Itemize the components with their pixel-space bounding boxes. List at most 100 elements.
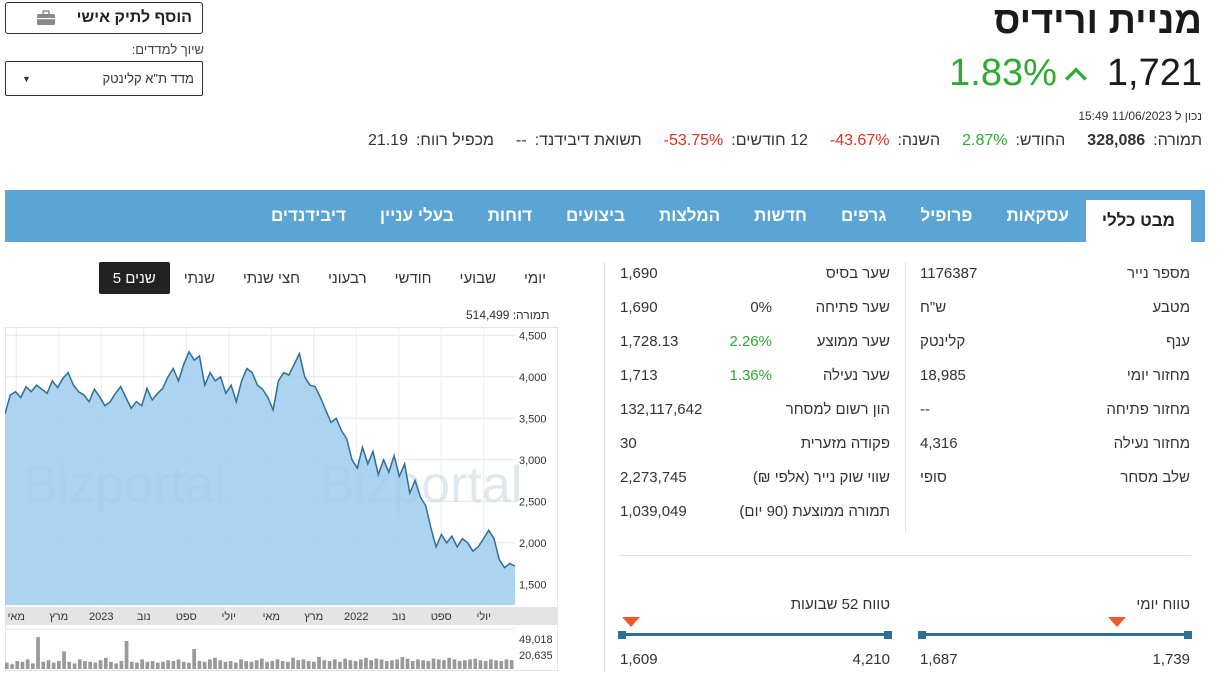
x-tick-label: יולי <box>222 610 236 623</box>
volume-bar <box>275 659 280 669</box>
volume-bar <box>208 659 212 669</box>
info-value: 1,728.13 <box>620 332 679 350</box>
period-5[interactable]: חצי שנתי <box>242 269 300 287</box>
volume-bar <box>239 659 243 669</box>
volume-bar <box>416 659 420 669</box>
period-4[interactable]: רבעוני <box>328 269 367 287</box>
period-3[interactable]: חודשי <box>394 269 432 287</box>
volume-bar <box>390 660 394 669</box>
range-divider <box>620 555 1191 556</box>
period-7[interactable]: 5 שנים <box>98 262 170 294</box>
range-high: 1,739 <box>1152 651 1190 668</box>
volume-bar <box>291 657 295 669</box>
info-value: 4,316 <box>920 434 958 452</box>
info-row: מחזור פתיחה -- <box>920 392 1190 426</box>
tab-2[interactable]: עסקאות <box>1006 206 1069 225</box>
volume-bar <box>306 661 311 669</box>
volume-bar <box>51 662 56 669</box>
volume-bar <box>494 660 498 669</box>
volume-bar <box>405 658 410 669</box>
volume-bar <box>192 649 196 669</box>
price-chart[interactable]: 4,500 4,000 3,500 3,000 2,500 2,000 1,500 Bizpo… <box>5 327 558 671</box>
volume-bar <box>166 660 170 669</box>
tab-4[interactable]: גרפים <box>840 206 887 225</box>
volume-bar <box>322 660 327 669</box>
info-label: הון רשום למסחר <box>785 400 890 418</box>
volume-bar <box>431 658 436 669</box>
range-high: 4,210 <box>852 651 890 668</box>
volume-bar <box>473 658 478 669</box>
info-value: 18,985 <box>920 366 966 384</box>
volume-bar <box>353 661 358 669</box>
stat-value: 21.19 <box>367 132 408 149</box>
info-row: מחזור נעילה 4,316 <box>920 426 1190 460</box>
tab-1[interactable]: מבט כללי <box>1085 200 1191 242</box>
volume-bar <box>228 661 233 669</box>
caret-down-icon: ▼ <box>22 73 31 84</box>
x-tick-label: 2023 <box>89 611 113 623</box>
volume-bar <box>374 658 379 669</box>
stock-title: מניית ורידיס <box>993 0 1202 42</box>
volume-bar <box>145 661 150 669</box>
x-tick-label: מרץ <box>304 611 323 623</box>
y-tick-label: 2,500 <box>519 496 547 508</box>
volume-bar <box>332 659 337 669</box>
volume-bar <box>338 661 342 669</box>
stats-row: תמורה: 328,086 החודש: 2.87% השנה: -43.67% 12 ח… <box>368 132 1202 150</box>
tab-7[interactable]: ביצועים <box>566 206 626 225</box>
info-label: פקודה מזערית <box>800 434 890 452</box>
tab-8[interactable]: דוחות <box>487 206 532 225</box>
volume-bar <box>364 657 368 669</box>
volume-bar <box>296 660 301 669</box>
y-tick-label: 3,500 <box>519 413 547 425</box>
add-to-portfolio-button[interactable]: הוסף לתיק אישי <box>5 2 203 34</box>
volume-bar <box>234 662 238 669</box>
volume-bar <box>15 661 20 669</box>
y-tick-label: 4,500 <box>519 330 547 342</box>
info-label: מחזור נעילה <box>1113 434 1190 452</box>
info-row: שווי שוק נייר (אלפי ₪) 2,273,745 <box>620 460 890 494</box>
info-value: 132,117,642 <box>620 400 703 418</box>
period-6[interactable]: שנתי <box>183 269 215 287</box>
info-row: ענף קלינטק <box>920 324 1190 358</box>
tab-9[interactable]: בעלי עניין <box>379 206 454 225</box>
tab-10[interactable]: דיבידנדים <box>271 206 346 225</box>
range-marker <box>1108 617 1127 627</box>
tab-5[interactable]: חדשות <box>754 206 807 225</box>
volume-bar <box>504 659 509 669</box>
info-row: מטבע ש"ח <box>920 290 1190 324</box>
volume-bar <box>72 663 77 669</box>
volume-bar <box>197 661 202 669</box>
stat-value: -53.75% <box>663 132 724 149</box>
volume-bar <box>176 659 181 669</box>
x-tick-label: ספט <box>176 611 197 623</box>
index-select[interactable]: ▼ מדד ת"א קלינטק <box>5 61 203 96</box>
column-divider <box>905 262 906 532</box>
period-2[interactable]: שבועי <box>459 269 496 287</box>
info-row: שער נעילה 1,713 1.36% <box>620 358 890 392</box>
info-label: ענף <box>1166 332 1190 350</box>
change-percent: 1.83% <box>949 52 1057 94</box>
stat-value: -43.67% <box>829 132 890 149</box>
volume-bar <box>114 663 118 669</box>
volume-bar <box>483 661 488 669</box>
volume-bar <box>181 661 186 669</box>
tab-6[interactable]: המלצות <box>659 206 721 225</box>
y-tick-label: 2,000 <box>519 538 547 550</box>
volume-bar <box>119 661 124 669</box>
period-1[interactable]: יומי <box>524 269 546 287</box>
volume-bar <box>369 660 373 669</box>
tab-3[interactable]: פרופיל <box>920 206 973 225</box>
volume-bar <box>457 661 462 669</box>
info-value: 30 <box>620 434 637 452</box>
volume-bar <box>57 661 61 669</box>
range-end <box>618 631 626 639</box>
volume-bar <box>442 660 446 669</box>
volume-bar <box>161 661 165 669</box>
volume-bar <box>135 662 139 669</box>
volume-bar <box>223 661 228 669</box>
stat-label: החודש: <box>1015 132 1066 149</box>
info-row: הון רשום למסחר 132,117,642 <box>620 392 890 426</box>
volume-bar <box>447 657 451 669</box>
volume-bar <box>124 641 129 669</box>
